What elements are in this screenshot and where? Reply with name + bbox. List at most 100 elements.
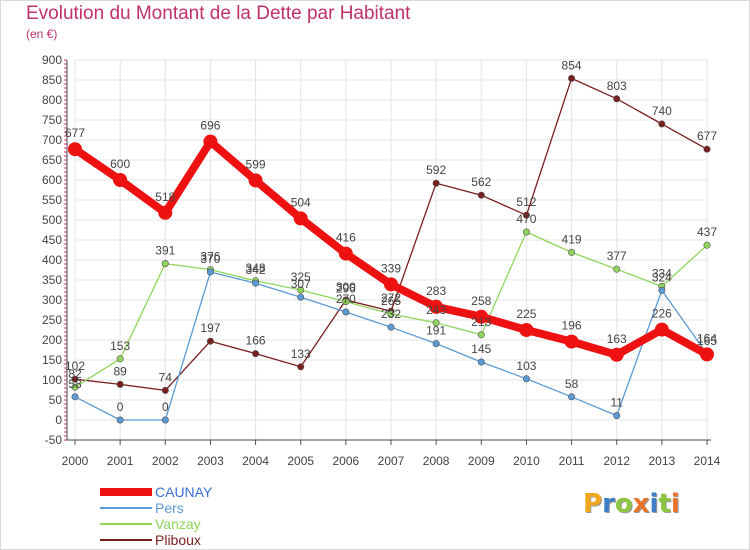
legend-label-caunay: CAUNAY (155, 484, 213, 500)
data-label-caunay: 164 (697, 331, 717, 345)
data-point-caunay (519, 323, 534, 337)
x-tick-label: 2011 (559, 454, 585, 468)
data-label-pers: 58 (68, 377, 82, 391)
legend-label-pers: Pers (155, 500, 184, 516)
data-point-pliboux (658, 120, 666, 128)
data-label-pliboux: 677 (697, 129, 717, 143)
data-label-caunay: 225 (516, 307, 536, 321)
x-tick-label: 2014 (694, 454, 721, 468)
data-point-vanzay (71, 383, 79, 391)
data-point-vanzay (297, 286, 305, 294)
data-point-pliboux (297, 363, 305, 371)
y-tick-label: 200 (42, 333, 62, 347)
data-label-caunay: 226 (652, 307, 672, 321)
data-point-pers (568, 393, 576, 401)
data-label-caunay: 518 (155, 190, 175, 204)
data-labels: 102 89 74 197 166 133 300 272 592 562 512 854 803 740… (65, 58, 717, 414)
x-tick-label: 2012 (603, 454, 630, 468)
data-label-pers: 58 (565, 377, 579, 391)
data-label-pers: 0 (117, 400, 124, 414)
data-point-caunay (429, 299, 444, 314)
data-label-pliboux: 272 (381, 291, 401, 305)
data-label-pliboux: 74 (159, 370, 173, 384)
data-point-pliboux (161, 386, 169, 394)
data-point-caunay (338, 246, 353, 261)
data-label-caunay: 600 (110, 157, 130, 171)
data-point-vanzay (342, 298, 350, 306)
data-point-pers (297, 293, 305, 301)
data-point-pers (613, 412, 621, 420)
y-tick-label: 600 (42, 173, 62, 187)
y-tick-label: 650 (42, 153, 62, 167)
data-point-vanzay (613, 265, 621, 273)
legend-label-vanzay: Vanzay (155, 516, 201, 532)
data-point-vanzay (116, 355, 124, 363)
y-tick-label: 750 (42, 113, 62, 127)
data-point-pliboux (206, 337, 214, 345)
y-tick-label: 550 (42, 193, 62, 207)
data-point-pliboux (116, 380, 124, 388)
data-point-caunay (113, 173, 128, 187)
data-label-vanzay: 153 (110, 339, 130, 353)
data-label-pers: 0 (162, 400, 169, 414)
data-label-pliboux: 562 (471, 175, 491, 189)
x-tick-label: 2013 (649, 454, 676, 468)
logo-letter: i (649, 489, 659, 519)
y-tick-label: 700 (42, 133, 62, 147)
legend-label-pliboux: Pliboux (155, 532, 201, 548)
data-label-caunay: 163 (607, 332, 627, 346)
data-label-pliboux: 803 (607, 79, 627, 93)
x-tick-label: 2010 (513, 454, 540, 468)
x-tick-label: 2006 (333, 454, 360, 468)
data-point-caunay (384, 277, 398, 292)
data-point-caunay (293, 211, 308, 226)
data-point-vanzay (568, 248, 576, 256)
data-point-pers (252, 279, 260, 287)
data-point-caunay (203, 134, 218, 149)
y-tick-label: 850 (42, 73, 62, 87)
data-point-pers (432, 340, 440, 348)
data-label-pers: 103 (516, 359, 536, 373)
legend-swatch-caunay (100, 488, 152, 496)
data-point-pers (71, 393, 79, 401)
logo-letter: x (632, 489, 650, 519)
data-label-vanzay: 265 (381, 294, 401, 308)
legend-swatch-vanzay (100, 523, 152, 525)
data-point-pers (387, 323, 395, 331)
data-label-pliboux: 197 (200, 321, 220, 335)
data-point-pliboux (568, 74, 576, 82)
data-label-pliboux: 102 (65, 359, 85, 373)
data-point-vanzay (161, 260, 169, 268)
unit-label: (en €) (26, 27, 58, 41)
y-tick-label: 500 (42, 213, 62, 227)
data-label-caunay: 599 (246, 157, 266, 171)
data-label-vanzay: 213 (471, 315, 491, 329)
data-label-vanzay: 296 (336, 282, 356, 296)
logo-letter: o (614, 489, 633, 519)
data-label-pliboux: 300 (336, 280, 356, 294)
y-tick-label: 0 (55, 413, 62, 427)
data-point-vanzay (522, 228, 530, 236)
data-point-pliboux (71, 375, 79, 383)
x-tick-label: 2003 (197, 454, 224, 468)
data-label-caunay: 339 (381, 261, 401, 275)
y-tick-labels: -50 0 50 100 150 200 250 300 350 400 450 500 550 600 6… (42, 53, 62, 447)
data-point-vanzay (387, 310, 395, 318)
data-label-pers: 270 (336, 292, 356, 306)
x-tick-label: 2008 (423, 454, 450, 468)
data-point-pers (116, 416, 124, 424)
data-point-pliboux (432, 179, 440, 187)
data-label-vanzay: 82 (68, 367, 82, 381)
data-label-pers: 165 (697, 334, 717, 348)
data-label-pers: 370 (200, 252, 220, 266)
data-label-vanzay: 470 (516, 212, 536, 226)
y-tick-label: 900 (42, 53, 62, 67)
data-point-pers (658, 286, 666, 294)
data-label-vanzay: 325 (291, 270, 311, 284)
data-point-caunay (248, 173, 263, 188)
data-point-pers (161, 416, 169, 424)
y-tick-label: 350 (42, 273, 62, 287)
data-point-caunay (474, 309, 489, 324)
x-tick-label: 2004 (242, 454, 269, 468)
